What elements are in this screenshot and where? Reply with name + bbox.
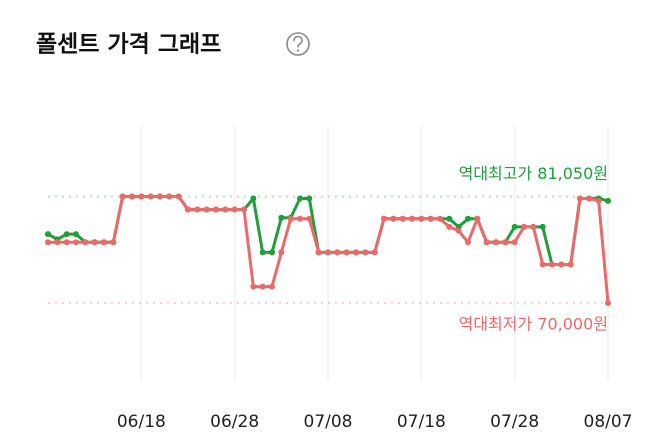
price-point [73,231,79,238]
price-point [166,193,173,200]
price-point [269,249,275,256]
help-dot[interactable] [296,49,300,52]
price-point [605,197,611,204]
price-point [325,249,331,256]
price-point [605,299,611,306]
price-point [334,249,341,256]
price-point [147,193,154,200]
price-point [455,227,462,234]
price-point [418,215,425,222]
price-point [231,206,238,213]
price-point [371,249,378,256]
price-point [119,193,126,200]
price-point [521,223,527,230]
price-point [539,223,546,230]
price-point [287,215,294,222]
price-point [437,215,443,222]
price-point [567,261,574,268]
price-point [129,193,135,200]
price-point [269,283,275,290]
x-tick-label: 08/07 [584,412,633,432]
price-point [511,223,518,230]
price-point [110,239,117,246]
x-tick-label: 06/18 [117,412,166,432]
price-point [101,239,107,246]
price-point [549,261,555,268]
price-point [63,239,70,246]
price-point [157,193,163,200]
price-point [297,195,303,202]
price-point [45,231,51,238]
price-point [474,215,481,222]
price-point [213,206,219,213]
reference-label: 역대최고가 81,050원 [459,164,608,183]
price-point [390,215,397,222]
x-tick-label: 07/08 [304,412,353,432]
price-point [185,206,191,213]
price-point [306,215,313,222]
price-point [353,249,359,256]
price-point [558,261,565,268]
price-point [446,215,453,222]
price-point [250,195,257,202]
price-point [343,249,350,256]
price-point [175,193,182,200]
x-tick-label: 06/28 [210,412,259,432]
price-point [465,215,471,222]
price-point [306,195,313,202]
price-point [577,195,583,202]
price-point [278,249,285,256]
price-point [399,215,406,222]
price-point [278,214,285,221]
price-point [315,249,322,256]
x-tick-label: 07/18 [397,412,446,432]
price-point [530,223,537,230]
price-point [138,193,145,200]
price-point [250,283,257,290]
help-glyph[interactable] [293,35,303,48]
price-point [194,206,201,213]
price-point [203,206,210,213]
help-icon[interactable] [286,32,310,56]
price-point [465,239,471,246]
price-point [222,206,229,213]
price-point [446,223,453,230]
price-point [595,197,602,204]
reference-label: 역대최저가 70,000원 [459,314,608,333]
price-point [409,215,415,222]
price-point [259,249,266,256]
price-point [586,195,593,202]
price-point [362,249,369,256]
price-point [82,239,89,246]
price-point [91,239,98,246]
price-point [241,206,247,213]
price-point [493,239,499,246]
price-point [483,239,490,246]
price-point [539,261,546,268]
price-point [297,215,303,222]
price-point [45,239,51,246]
help-circle[interactable] [286,32,310,56]
price-point [427,215,434,222]
price-point [259,283,266,290]
chart-title: 폴센트 가격 그래프 [36,32,221,58]
price-point [63,231,70,238]
price-point [502,239,509,246]
x-tick-label: 07/28 [490,412,539,432]
price-point [73,239,79,246]
price-point [511,239,518,246]
price-point [54,239,61,246]
price-point [381,215,387,222]
